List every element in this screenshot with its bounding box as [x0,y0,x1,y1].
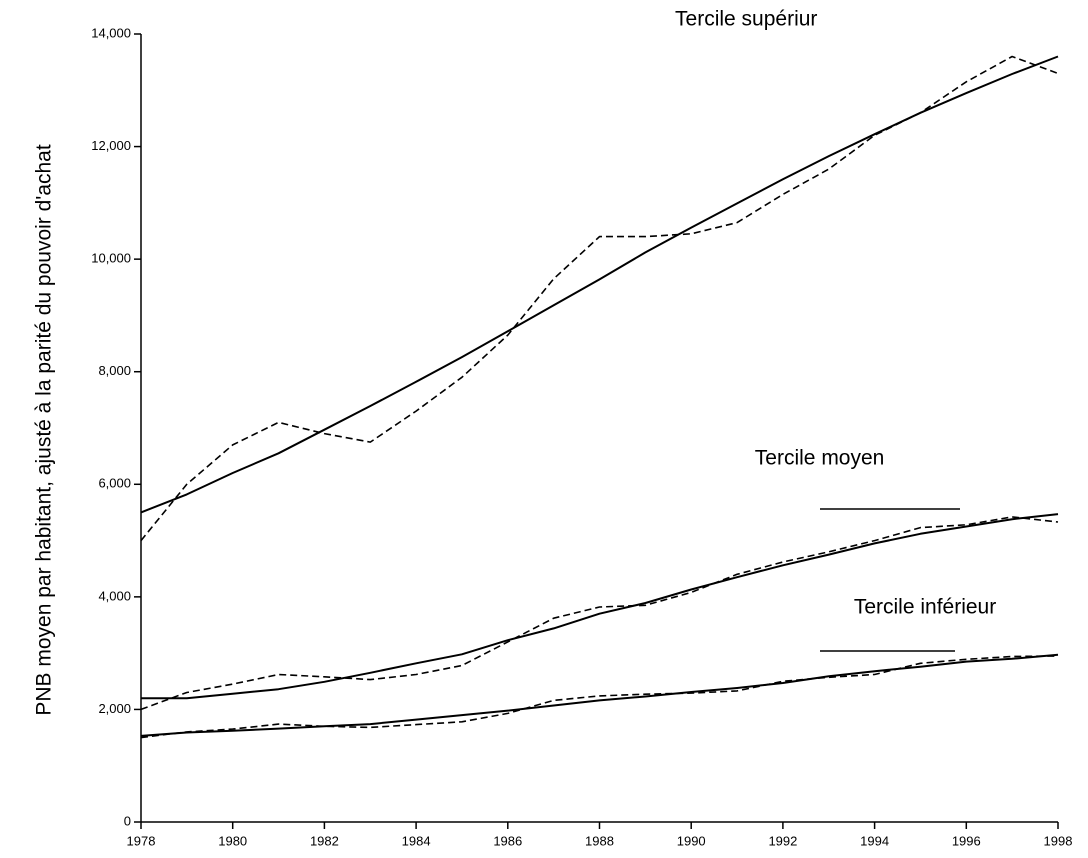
x-tick-label: 1996 [952,833,981,848]
annotation: Tercile supériur [675,7,817,30]
x-tick-label: 1990 [677,833,706,848]
y-tick-label: 8,000 [98,363,131,378]
series-line [140,55,1059,542]
x-tick-label: 1986 [493,833,522,848]
series-line [140,653,1059,737]
x-tick-label: 1994 [860,833,889,848]
series-line [141,513,1059,700]
y-tick-label: 14,000 [91,25,131,40]
y-tick-label: 10,000 [91,251,131,266]
y-tick-label: 0 [124,813,131,828]
x-tick-label: 1982 [310,833,339,848]
series-line [140,55,1059,514]
x-tick-label: 1998 [1044,833,1073,848]
y-tick-label: 4,000 [98,588,131,603]
y-tick-label: 6,000 [98,476,131,491]
annotation: Tercile inférieur [854,596,996,619]
x-tick-label: 1988 [585,833,614,848]
x-tick-label: 1980 [218,833,247,848]
x-tick-label: 1992 [768,833,797,848]
y-axis-label: PNB moyen par habitant, ajusté à la pari… [33,144,56,716]
series-line [140,516,1059,711]
series-line [140,655,1059,739]
annotation: Tercile moyen [755,447,885,470]
x-tick-label: 1984 [402,833,431,848]
y-tick-label: 2,000 [98,701,131,716]
x-tick-label: 1978 [127,833,156,848]
y-tick-label: 12,000 [91,138,131,153]
